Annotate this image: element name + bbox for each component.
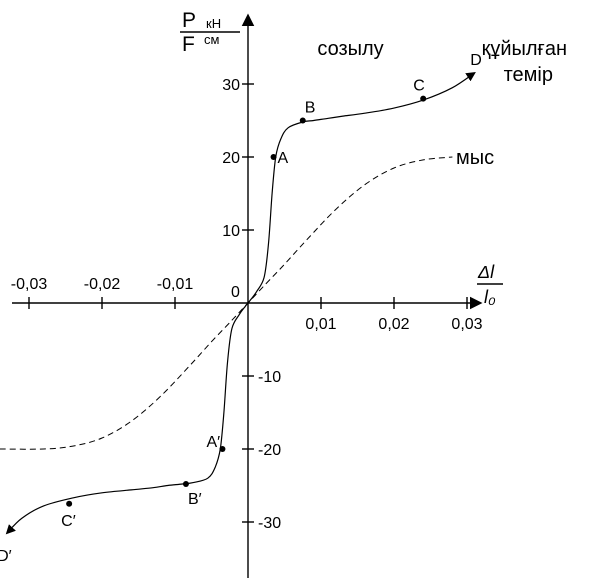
x-tick-label: -0,01 xyxy=(157,276,194,293)
y-tick-label: 20 xyxy=(222,150,240,167)
x-label-numerator: Δl xyxy=(477,262,495,282)
point-marker xyxy=(219,446,226,452)
point-label: B xyxy=(305,100,316,117)
point-label: B′ xyxy=(188,491,202,508)
origin-label: 0 xyxy=(231,284,240,301)
y-label-denominator: F xyxy=(182,33,195,56)
point-label: A′ xyxy=(206,434,220,451)
y-label-denominator-unit: см xyxy=(204,32,220,47)
point-label: C′ xyxy=(61,513,76,530)
point-label: D xyxy=(470,52,482,69)
annotation-stretching: созылу xyxy=(317,38,383,60)
point-label: D′ xyxy=(0,548,12,565)
y-tick-label: 10 xyxy=(222,223,240,240)
y-label-numerator-unit: кН xyxy=(206,16,221,31)
curve-points: A B C D A′ B′ C′ D′ xyxy=(0,52,482,565)
point-marker xyxy=(182,481,189,488)
y-ticks: -30 -20 -10 10 20 30 xyxy=(222,77,281,532)
series-label-copper: мыс xyxy=(456,147,494,169)
x-tick-label: 0,03 xyxy=(451,316,482,333)
point-marker xyxy=(270,154,277,160)
point-marker xyxy=(66,500,73,507)
y-tick-label: -10 xyxy=(258,369,281,386)
point-marker xyxy=(420,95,427,102)
y-tick-label: -20 xyxy=(258,442,281,459)
x-tick-label: 0,01 xyxy=(305,316,336,333)
series-label-cast-iron: құйылған темір xyxy=(482,38,567,86)
x-tick-label: 0,02 xyxy=(378,316,409,333)
x-label-denominator: l₀ xyxy=(484,287,496,307)
point-label: A xyxy=(278,150,289,167)
x-tick-label: -0,03 xyxy=(11,276,48,293)
y-tick-label: -30 xyxy=(258,515,281,532)
x-axis-label: Δl l₀ xyxy=(477,262,503,307)
cast-iron-curve xyxy=(5,72,476,535)
y-tick-label: 30 xyxy=(222,77,240,94)
x-tick-label: -0,02 xyxy=(84,276,121,293)
y-label-numerator: P xyxy=(182,9,196,32)
y-axis-label: P кН F см xyxy=(180,9,240,56)
point-label: C xyxy=(413,78,425,95)
point-marker xyxy=(299,117,306,124)
